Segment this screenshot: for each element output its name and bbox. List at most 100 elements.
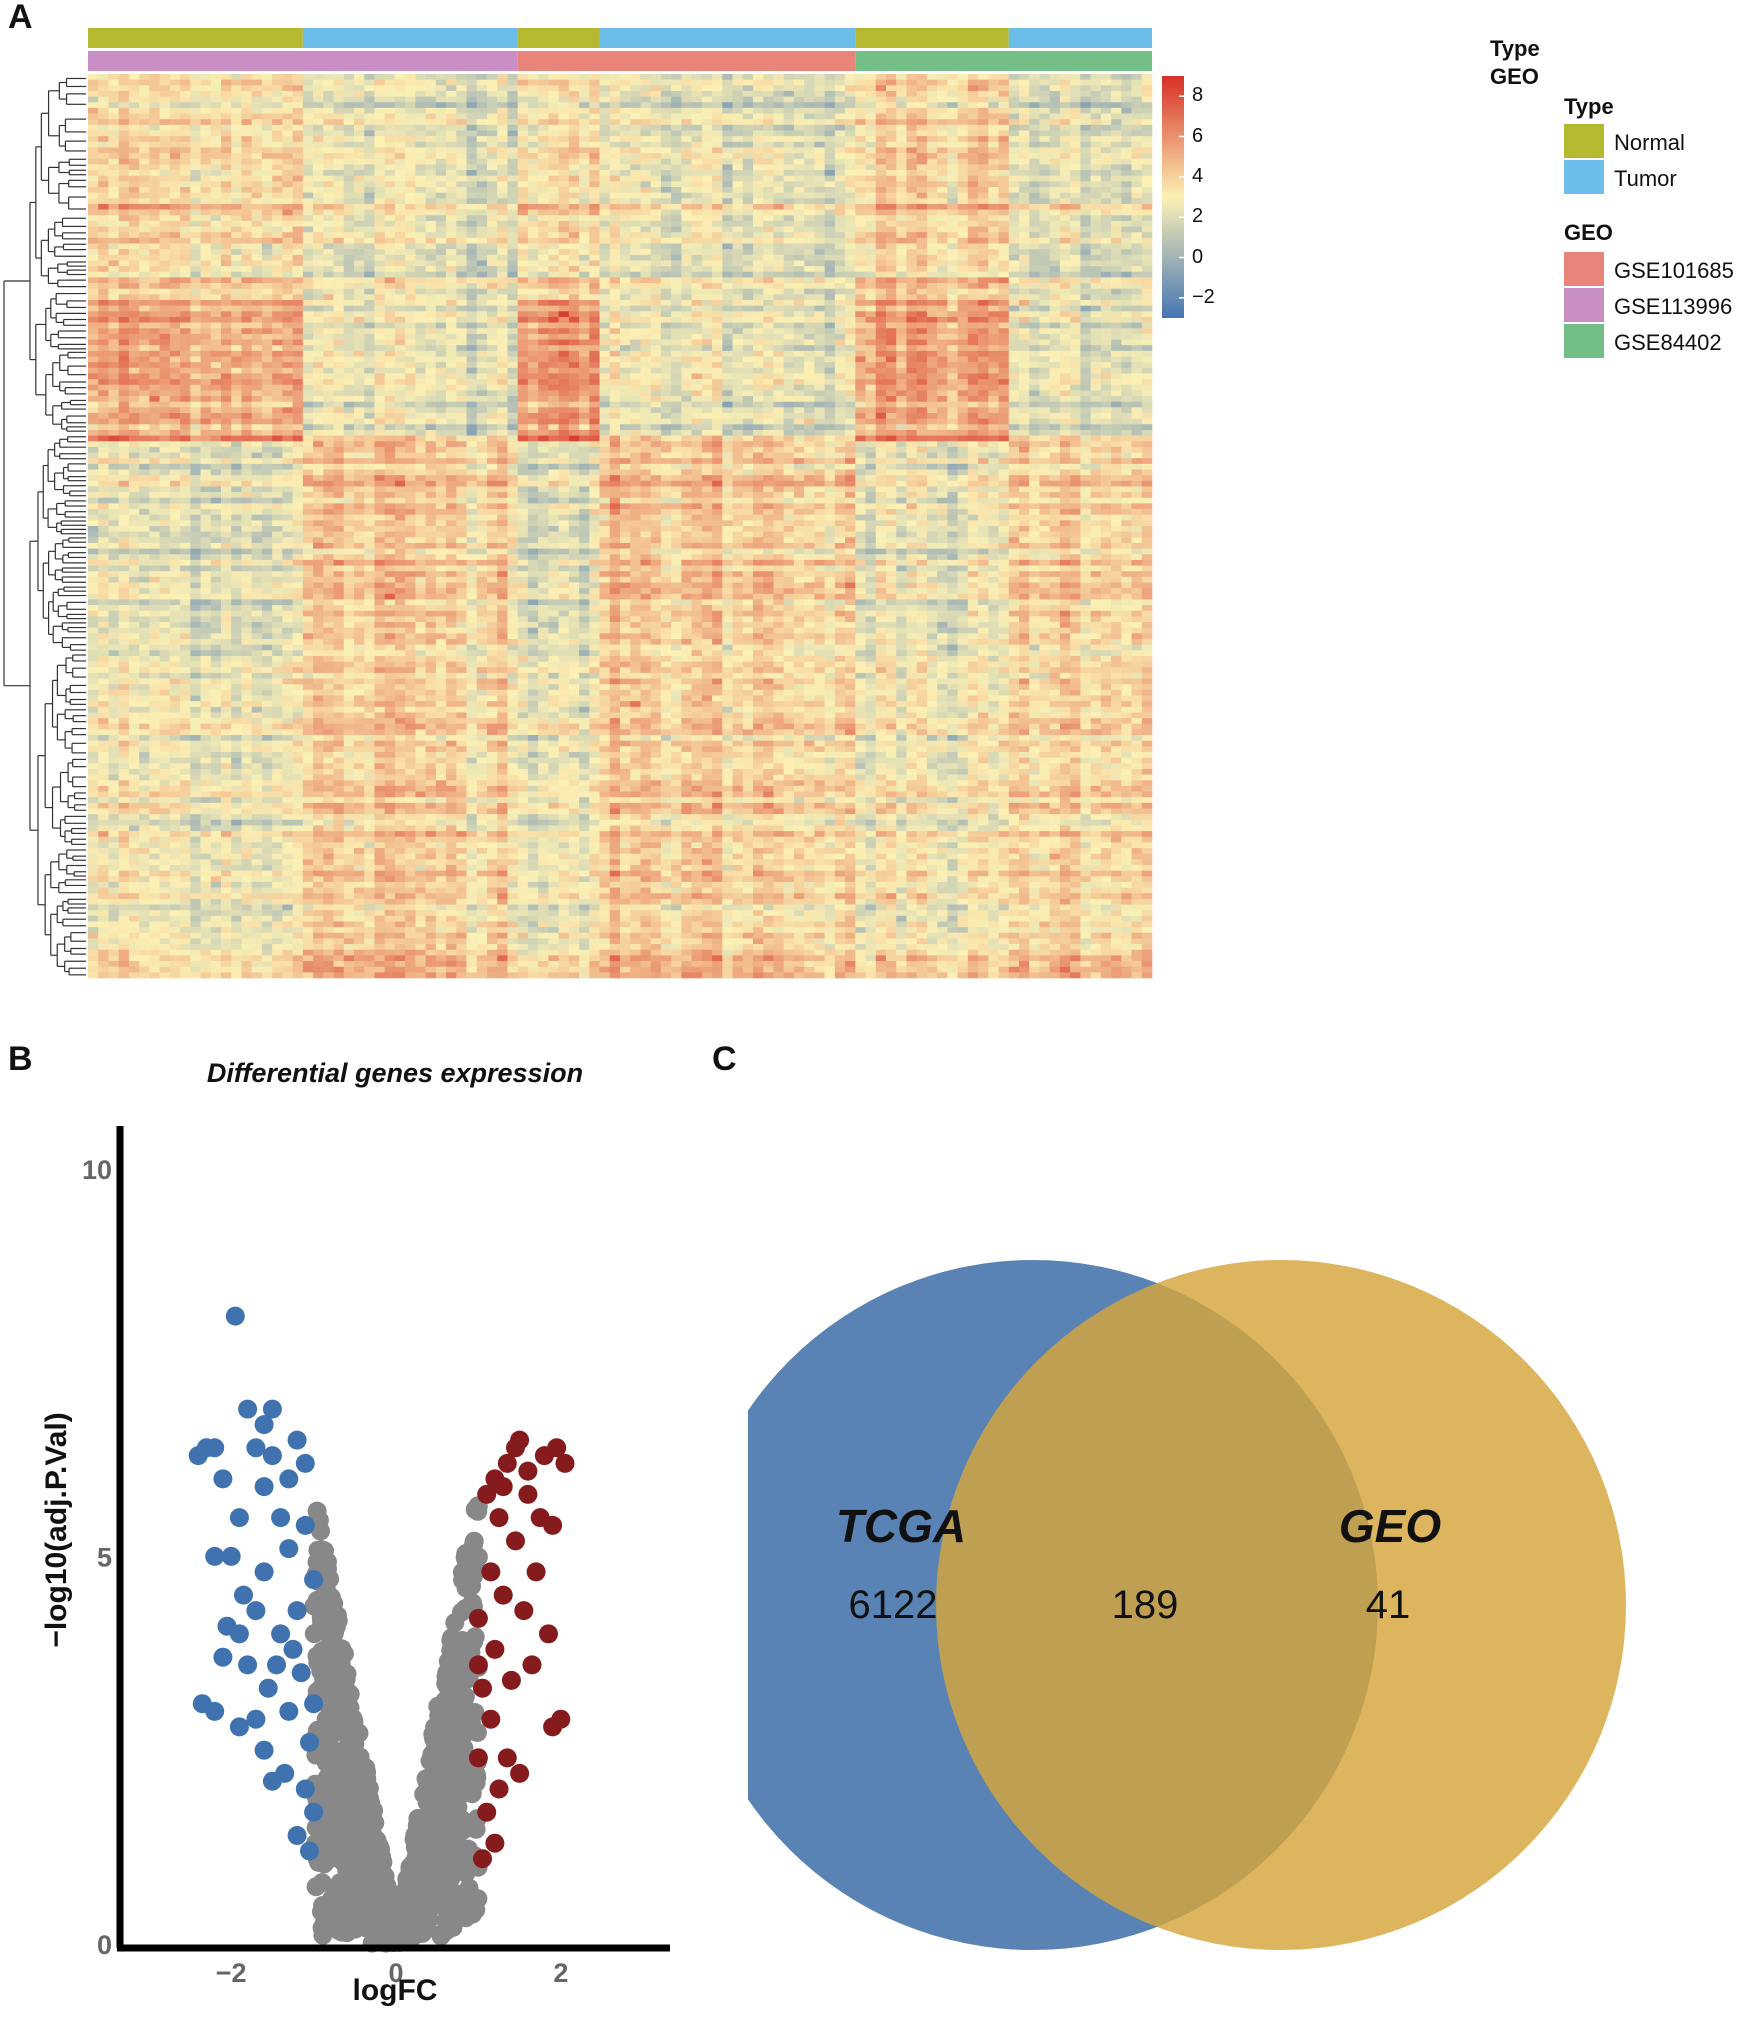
- point-ns: [453, 1566, 473, 1586]
- point-down: [192, 1694, 212, 1714]
- point-ns: [436, 1749, 456, 1769]
- geo-segment-2: [517, 51, 856, 71]
- venn-count-intersection: 189: [1112, 1583, 1179, 1627]
- geo-segment-3: [855, 51, 1152, 71]
- point-ns: [317, 1711, 337, 1731]
- point-down: [304, 1694, 324, 1714]
- point-down: [246, 1438, 266, 1458]
- point-ns: [308, 1540, 328, 1560]
- point-up: [510, 1763, 530, 1783]
- annotation-label-geo: GEO: [1490, 64, 1539, 89]
- point-down: [205, 1438, 225, 1458]
- point-down: [291, 1663, 311, 1683]
- point-down: [279, 1539, 299, 1559]
- point-up: [468, 1608, 488, 1628]
- point-up: [514, 1601, 534, 1621]
- color-scale-tick: 6: [1192, 124, 1204, 147]
- panel-label-c: C: [712, 1040, 737, 1078]
- x-tick-label: 2: [553, 1958, 568, 1988]
- point-up: [551, 1709, 571, 1729]
- y-axis-label: −log10(adj.P.Val): [40, 1412, 73, 1647]
- point-ns: [431, 1926, 451, 1946]
- volcano-points: [188, 1306, 575, 1953]
- point-ns: [312, 1873, 332, 1893]
- type-annotation-track: [88, 28, 1152, 48]
- point-down: [295, 1453, 315, 1473]
- point-ns: [437, 1663, 457, 1683]
- point-up: [468, 1748, 488, 1768]
- geo-segment-1: [88, 51, 518, 71]
- point-ns: [466, 1819, 486, 1839]
- point-up: [555, 1453, 575, 1473]
- point-down: [238, 1399, 258, 1419]
- panel-label-a: A: [8, 0, 33, 36]
- point-ns: [311, 1661, 331, 1681]
- venn-diagram: TCGA 6122 189 GEO 41: [748, 1260, 1626, 1950]
- heatmap-cells: [88, 74, 1153, 979]
- legend-label-gse84402: GSE84402: [1614, 330, 1722, 355]
- venn-label-geo: GEO: [1339, 1500, 1441, 1552]
- point-ns: [349, 1892, 369, 1912]
- point-up: [493, 1477, 513, 1497]
- point-down: [262, 1771, 282, 1791]
- point-up: [468, 1655, 488, 1675]
- point-ns: [417, 1771, 437, 1791]
- point-ns: [336, 1792, 355, 1812]
- type-segment-3: [517, 28, 600, 48]
- point-up: [489, 1508, 509, 1528]
- point-down: [225, 1306, 245, 1326]
- point-up: [473, 1678, 492, 1698]
- point-ns: [467, 1767, 487, 1787]
- point-ns: [321, 1587, 341, 1607]
- legend-label-gse113996: GSE113996: [1614, 294, 1733, 319]
- point-ns: [412, 1824, 432, 1844]
- annotation-label-type: Type: [1490, 36, 1540, 61]
- point-down: [287, 1601, 307, 1621]
- type-segment-4: [599, 28, 856, 48]
- point-down: [229, 1717, 249, 1737]
- point-ns: [332, 1922, 352, 1942]
- y-tick-label: 0: [97, 1930, 112, 1960]
- venn-circle-geo: [936, 1260, 1626, 1950]
- point-up: [485, 1639, 505, 1659]
- point-ns: [447, 1892, 467, 1912]
- point-up: [501, 1670, 521, 1690]
- point-up: [489, 1779, 509, 1799]
- point-down: [279, 1701, 299, 1721]
- point-down: [238, 1655, 258, 1675]
- point-up: [473, 1849, 492, 1869]
- y-tick-label: 5: [97, 1542, 112, 1572]
- color-scale-tick: 2: [1192, 205, 1204, 228]
- point-down: [283, 1639, 303, 1659]
- x-tick-labels: −2 0 2: [216, 1958, 569, 1988]
- point-ns: [462, 1593, 482, 1613]
- point-down: [246, 1601, 266, 1621]
- point-down: [234, 1585, 253, 1605]
- point-ns: [453, 1738, 473, 1758]
- point-ns: [447, 1821, 467, 1841]
- heatmap: [3, 28, 1184, 979]
- color-scale-tick: 8: [1192, 84, 1204, 107]
- point-ns: [417, 1793, 437, 1812]
- type-segment-6: [1008, 28, 1152, 48]
- point-up: [526, 1562, 546, 1582]
- point-ns: [312, 1902, 331, 1922]
- row-dendrogram: [3, 77, 86, 976]
- legend-label-tumor: Tumor: [1614, 166, 1677, 191]
- point-ns: [313, 1849, 333, 1869]
- point-ns: [320, 1569, 340, 1589]
- point-up: [522, 1655, 542, 1675]
- point-up: [547, 1438, 567, 1458]
- y-tick-labels: 0 5 10: [82, 1155, 112, 1960]
- panel-label-b: B: [8, 1040, 33, 1078]
- x-axis-label: logFC: [353, 1974, 438, 2007]
- point-up: [481, 1709, 501, 1729]
- point-ns: [324, 1884, 344, 1904]
- point-down: [295, 1779, 315, 1799]
- type-segment-2: [302, 28, 518, 48]
- point-ns: [334, 1740, 354, 1760]
- color-scale-tick: 0: [1192, 245, 1204, 268]
- point-up: [497, 1453, 517, 1473]
- point-down: [287, 1430, 307, 1450]
- point-down: [246, 1709, 266, 1729]
